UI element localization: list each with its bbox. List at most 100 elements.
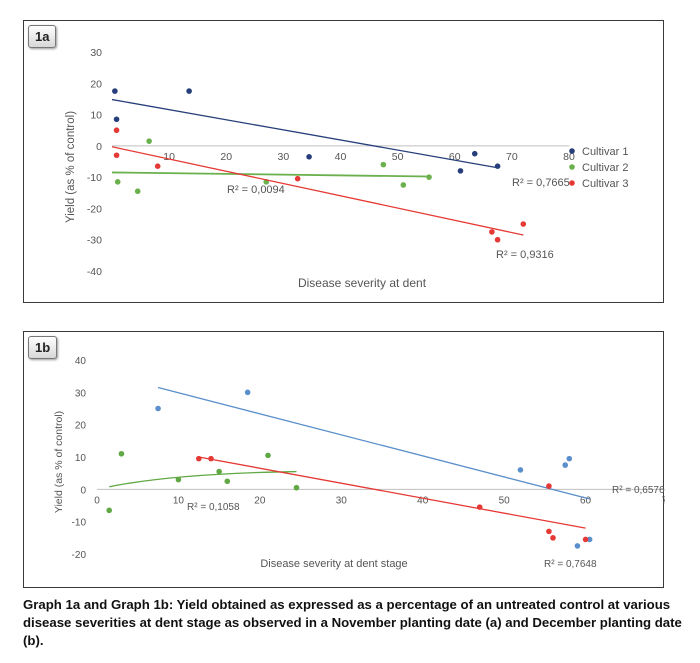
chart-1b-x-tick-label: 50 [499,495,511,506]
chart-1b-series-2-point [118,450,125,457]
chart-1a-y-tick-label: 30 [90,47,102,59]
chart-1b-x-tick-label: 20 [254,495,266,506]
chart-1a-series-2-point [400,182,407,188]
chart-1b-series-3-point [476,504,483,510]
chart-1b-y-tick-label: -20 [72,550,87,561]
chart-1a-series-3-point [520,221,527,227]
chart-1b-series-3-point [208,455,214,462]
chart-1a-series-1-trendline [111,98,498,169]
chart-1a-series-1-point [113,116,120,123]
chart-1b-x-tick-label: 40 [417,495,429,506]
chart-1b-series-1-trendline [157,386,590,500]
chart-1b-series-2-point [175,476,182,483]
chart-1a-y-tick-label: 20 [90,78,102,90]
chart-1a-x-tick-label: 50 [392,151,404,163]
chart-1a-x-tick-label: 10 [163,151,175,163]
chart-1b-series-1-point [574,543,581,549]
chart-1a-x-tick-label: 40 [335,151,347,163]
chart-1a-series-2-point [134,188,141,195]
chart-1b-x-tick-label: 60 [580,495,592,506]
chart-1b-x-tick-label: 10 [173,495,185,506]
chart-1b-series-3-r2-label: R² = 0,7648 [544,559,597,570]
chart-1a-legend-marker [569,180,575,186]
chart-1b-y-tick-label: -10 [72,518,87,529]
chart-1a-x-tick-label: 30 [278,151,290,163]
chart-1a-series-3-point [294,175,301,182]
chart-1b-series-1-point [244,389,251,396]
chart-1a-x-tick-label: 20 [220,151,232,163]
chart-1a-series-1-point [494,163,501,169]
chart-label-1a: 1a [28,25,57,48]
chart-1a-series-2-point [426,174,432,180]
chart-1a-x-tick-label: 60 [449,151,461,163]
chart-1a-series-3-point [113,127,120,134]
chart-1b-x-axis-title: Disease severity at dent stage [260,558,407,570]
chart-1a-y-tick-label: 10 [90,110,102,122]
chart-1b-series-2-point [224,478,231,485]
chart-1b-series-2-trendline [109,470,297,488]
chart-1a-series-3-point [489,229,495,235]
chart-1a-plot: 30 20 10 0 -10 -20 -30 -40 10 20 30 40 50 60 70 80 Disea… [65,47,628,290]
chart-1b-series-1-point [566,455,573,462]
chart-1a-series-3-r2-label: R² = 0,9316 [496,249,554,261]
chart-panel-1a: 1a 30 20 10 0 -10 -20 -30 -40 10 20 30 40 50 60 70 80 Di… [23,20,664,303]
chart-1b-x-tick-label: 0 [94,495,100,506]
chart-1b-series-3-point [582,536,589,543]
chart-1a-x-tick-label: 80 [563,151,575,163]
chart-1a-y-tick-label: -10 [87,172,102,184]
chart-1b-series-3-point [550,535,556,541]
chart-1a-series-2-trendline [111,171,430,178]
chart-1b-x-tick-label: 70 [661,495,665,506]
chart-1b-y-tick-label: 0 [80,485,86,496]
chart-1a-legend-label: Cultivar 1 [582,146,628,158]
chart-1a-series-1-point [306,154,312,160]
chart-1a-y-axis-title: Yield (as % of control) [65,111,77,223]
chart-1a-legend-label: Cultivar 3 [582,178,628,190]
chart-1b-series-2-r2-label: R² = 0,1058 [187,502,240,513]
chart-1b-series-1-point [155,405,161,412]
chart-1b-y-tick-label: 40 [75,356,87,367]
chart-1b-y-axis-title: Yield (as % of control) [53,411,65,513]
chart-1a-series-1-point [186,88,192,94]
chart-1b-y-tick-label: 20 [75,421,87,432]
chart-1a-legend-marker [569,148,575,154]
chart-1b-y-tick-label: 30 [75,388,87,399]
chart-1b-series-1-point [562,462,569,468]
chart-1a-series-2-r2-label: R² = 0,0094 [227,184,285,196]
chart-1a-y-tick-label: -20 [87,203,102,215]
chart-1a-x-tick-label: 70 [506,151,518,163]
chart-1b-series-2-point [106,507,113,514]
figure-caption: Graph 1a and Graph 1b: Yield obtained as… [23,597,682,648]
chart-1b-series-2-point [265,452,271,459]
chart-1a-legend-marker [569,164,575,170]
chart-1b-x-tick-label: 30 [336,495,348,506]
chart-1a-series-3-trendline [111,146,524,236]
chart-1b-y-tick-label: 10 [75,453,87,464]
chart-1a-y-tick-label: 0 [96,141,102,153]
chart-1b-series-2-point [293,484,300,491]
chart-1b-series-3-trendline [198,456,586,529]
chart-1a-series-3-point [154,163,161,169]
chart-label-1b: 1b [28,336,58,359]
chart-1a-series-1-point [112,88,118,94]
chart-1a-y-tick-label: -40 [87,266,102,278]
chart-1b-series-1-point [517,467,524,473]
chart-1a-legend-label: Cultivar 2 [582,162,628,174]
chart-1a-y-tick-label: -30 [87,235,102,247]
chart-1a-series-3-point [113,152,120,159]
chart-1a-series-2-point [380,161,387,168]
chart-panel-1b: 1b 40 30 20 10 0 -10 -20 0 10 20 30 40 50 60 70 Disease… [23,331,665,588]
chart-1b-series-1-point [586,536,593,543]
chart-1b-series-3-point [546,528,552,535]
chart-1a-x-axis-title: Disease severity at dent [298,276,427,290]
chart-1b-series-3-point [195,455,202,462]
chart-1a-series-1-point [457,168,464,174]
chart-1a-series-2-point [114,179,121,185]
chart-1a-series-2-point [146,138,152,144]
chart-1b-plot: 40 30 20 10 0 -10 -20 0 10 20 30 40 50 60 70 Disease se… [53,356,665,570]
chart-1b-series-1-r2-label: R² = 0,6576 [612,485,665,496]
chart-1b-series-2-point [216,468,222,475]
chart-1b-series-3-point [546,483,552,489]
chart-1a-series-3-point [494,236,501,243]
chart-1a-series-1-point [471,150,478,157]
